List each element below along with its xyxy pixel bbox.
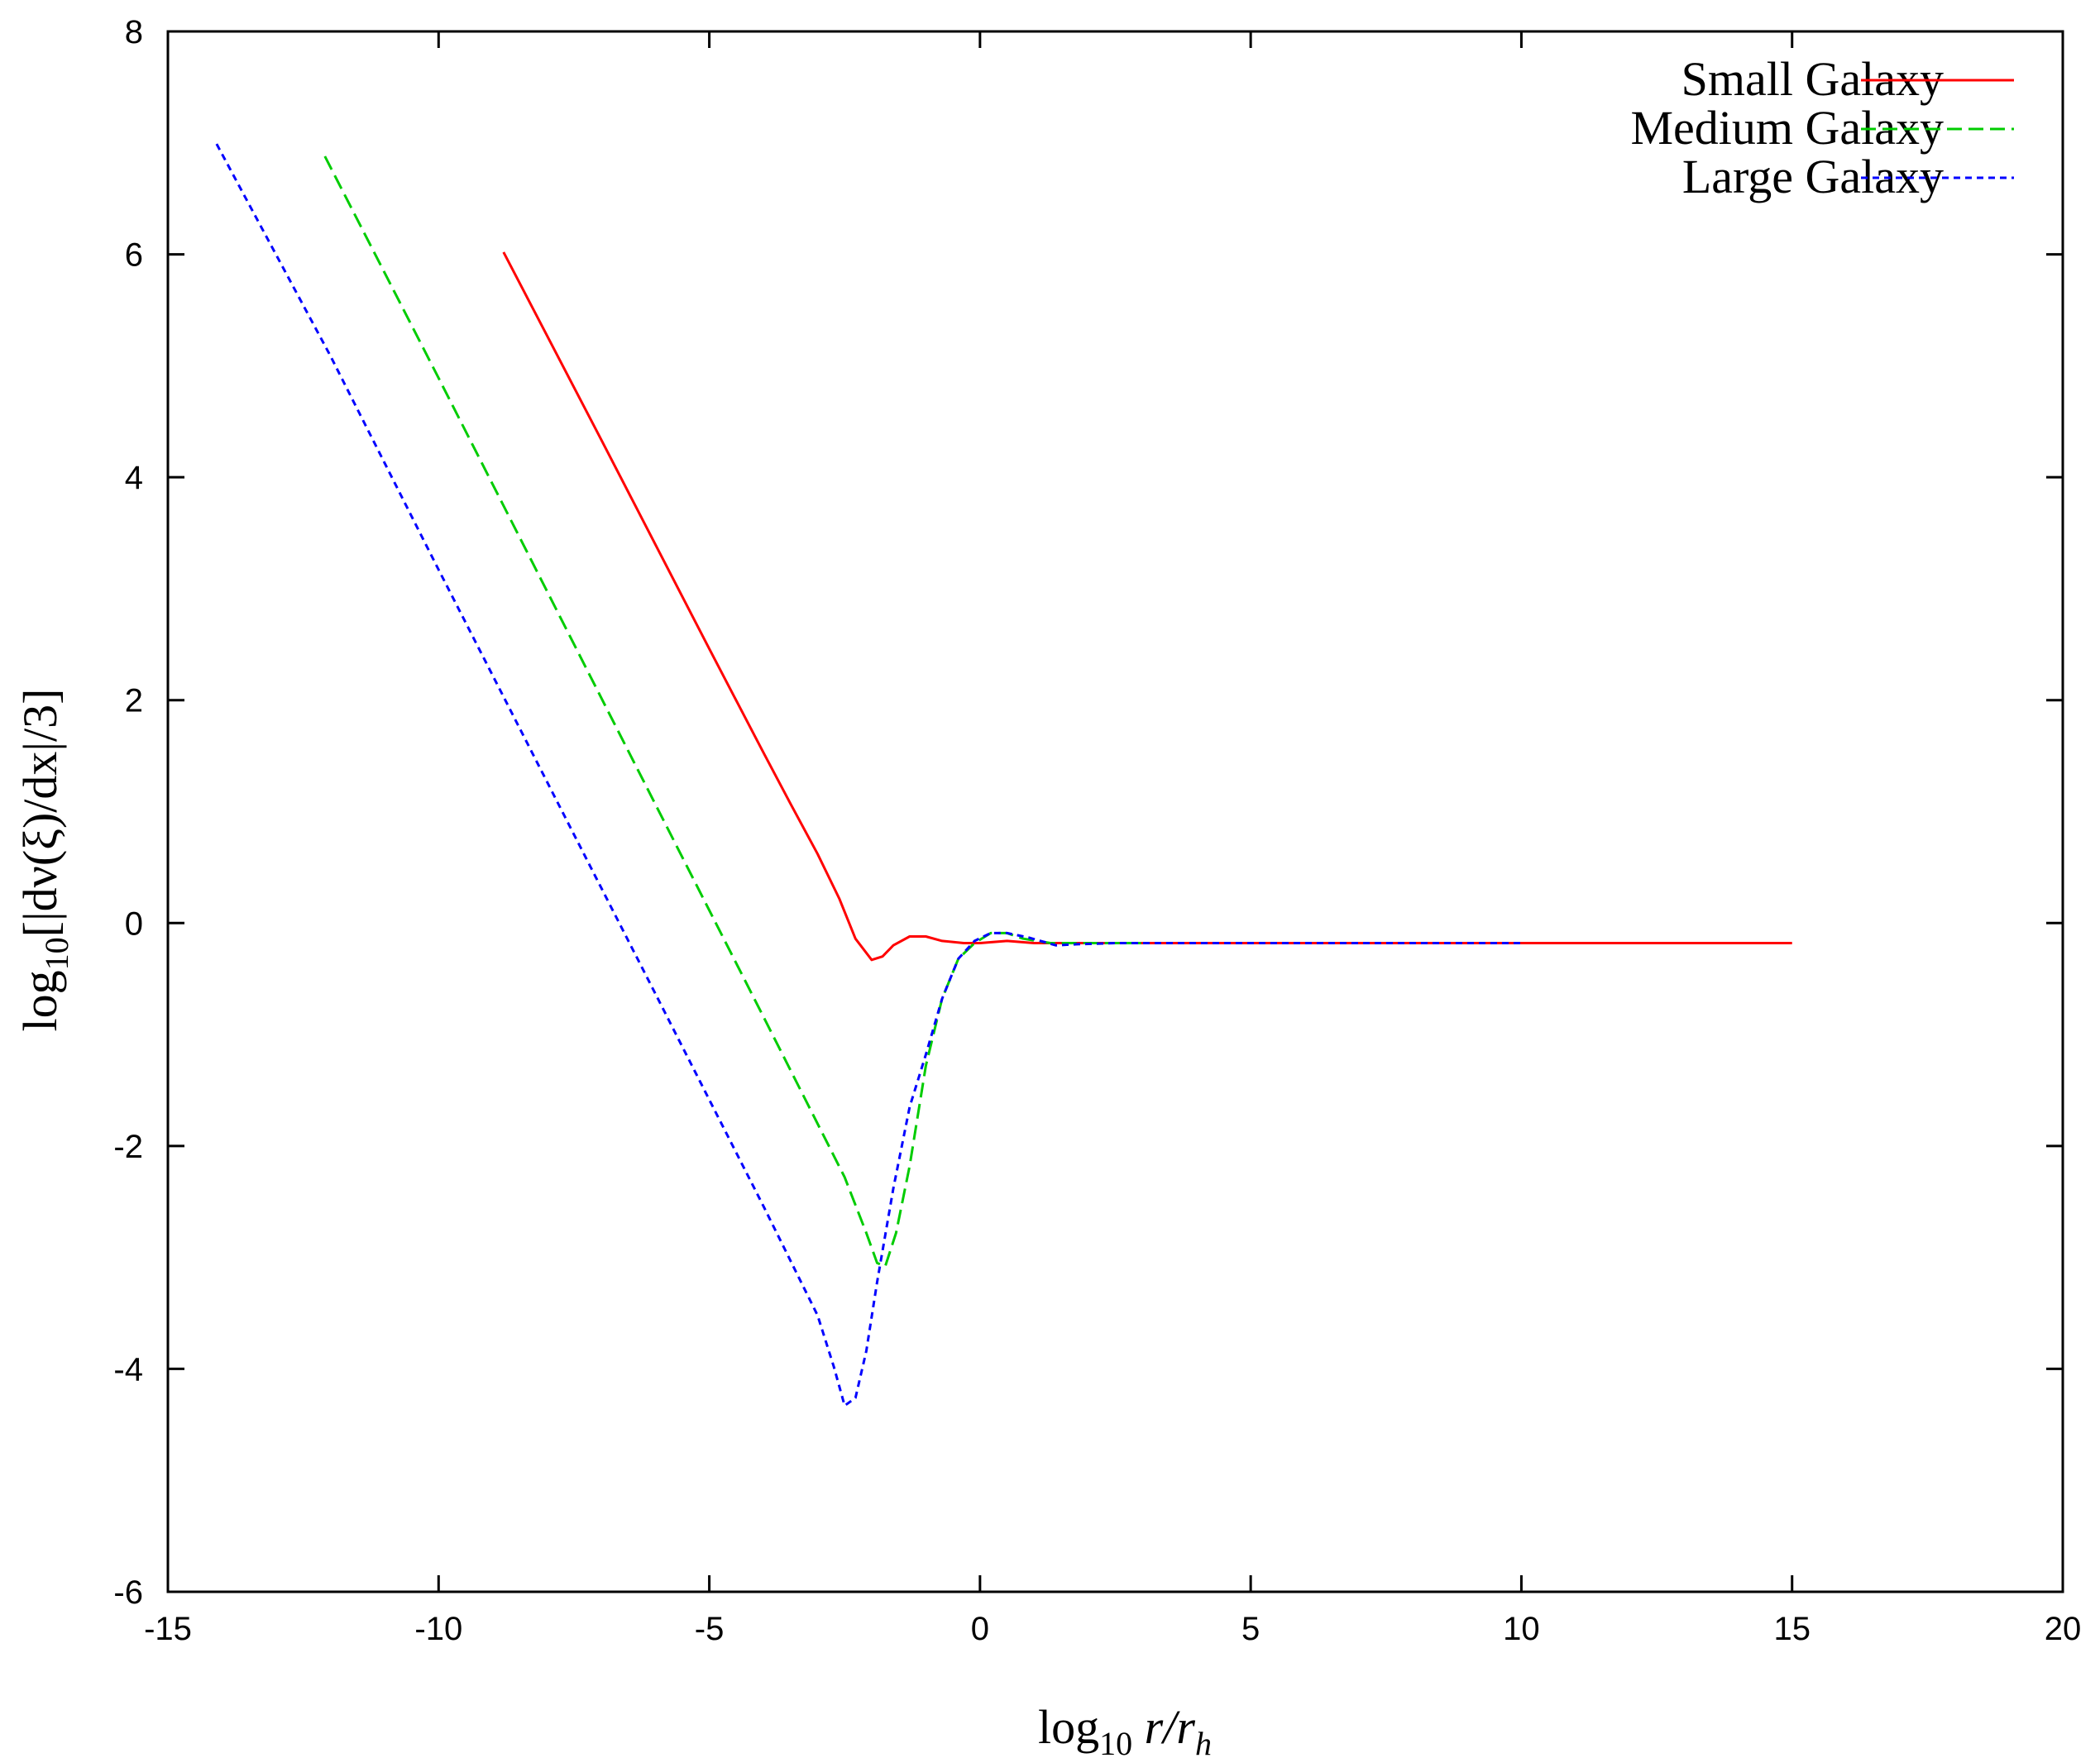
x-tick-label: -15: [144, 1611, 192, 1647]
y-tick-label: 2: [125, 683, 143, 719]
legend-label-large-galaxy: Large Galaxy: [1682, 150, 1944, 203]
series-layer: [215, 143, 1792, 1407]
y-tick-label: 4: [125, 460, 143, 496]
y-axis-label: log10[|dν(ξ)/dx|/3]: [13, 689, 75, 1032]
series-small-galaxy-line: [502, 251, 1792, 962]
y-tick-label: -2: [113, 1129, 143, 1165]
plot-frame: [166, 30, 2064, 1593]
y-tick-label: 6: [125, 237, 143, 274]
x-axis-label: log10 r/rh: [1038, 1700, 1212, 1758]
x-tick-label: 15: [1773, 1611, 1811, 1647]
y-tick-label: 8: [125, 14, 143, 50]
x-tick-label: 10: [1503, 1611, 1540, 1647]
series-medium-galaxy-line: [323, 155, 1143, 1268]
x-tick-label: 0: [971, 1611, 989, 1647]
x-tick-label: -5: [695, 1611, 725, 1647]
y-tick-label: -4: [113, 1351, 143, 1388]
x-tick-label: 20: [2045, 1611, 2082, 1647]
y-tick-label: -6: [113, 1574, 143, 1611]
axes: -15 -10 -5 0 5 10 15 20 -6 -4 -2 0 2 4 6 8: [113, 14, 2081, 1647]
y-tick-label: 0: [125, 905, 143, 942]
series-large-galaxy-line: [215, 143, 1522, 1407]
x-tick-label: 5: [1241, 1611, 1260, 1647]
x-tick-label: -10: [414, 1611, 462, 1647]
